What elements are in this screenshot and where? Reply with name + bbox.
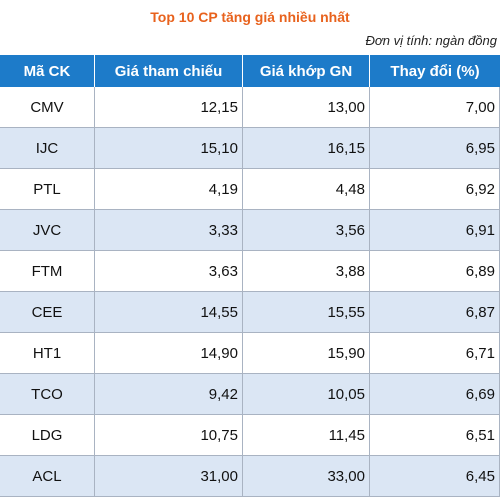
ref-price: 10,75 — [95, 415, 243, 456]
stock-code[interactable]: FTM — [0, 251, 95, 292]
table-title: Top 10 CP tăng giá nhiều nhất — [150, 9, 350, 25]
change-percent: 6,71 — [370, 333, 500, 374]
stock-code[interactable]: IJC — [0, 128, 95, 169]
column-header-match-price[interactable]: Giá khớp GN — [243, 55, 370, 87]
match-price: 3,56 — [243, 210, 370, 251]
change-percent: 6,91 — [370, 210, 500, 251]
table-row: FTM 3,63 3,88 6,89 — [0, 251, 500, 292]
change-percent: 6,45 — [370, 456, 500, 497]
match-price: 15,90 — [243, 333, 370, 374]
stock-code[interactable]: CMV — [0, 87, 95, 128]
change-percent: 7,00 — [370, 87, 500, 128]
change-percent: 6,92 — [370, 169, 500, 210]
ref-price: 9,42 — [95, 374, 243, 415]
stock-code[interactable]: HT1 — [0, 333, 95, 374]
table-row: JVC 3,33 3,56 6,91 — [0, 210, 500, 251]
stock-code[interactable]: LDG — [0, 415, 95, 456]
unit-note: Đơn vị tính: ngàn đồng — [365, 33, 497, 48]
ref-price: 3,63 — [95, 251, 243, 292]
table-row: HT1 14,90 15,90 6,71 — [0, 333, 500, 374]
stock-code[interactable]: CEE — [0, 292, 95, 333]
table-header-row: Mã CK Giá tham chiếu Giá khớp GN Thay đổ… — [0, 55, 500, 87]
match-price: 13,00 — [243, 87, 370, 128]
match-price: 10,05 — [243, 374, 370, 415]
change-percent: 6,69 — [370, 374, 500, 415]
column-header-code[interactable]: Mã CK — [0, 55, 95, 87]
stock-code[interactable]: ACL — [0, 456, 95, 497]
stock-table: Mã CK Giá tham chiếu Giá khớp GN Thay đổ… — [0, 55, 500, 497]
ref-price: 12,15 — [95, 87, 243, 128]
ref-price: 31,00 — [95, 456, 243, 497]
ref-price: 14,90 — [95, 333, 243, 374]
ref-price: 3,33 — [95, 210, 243, 251]
ref-price: 14,55 — [95, 292, 243, 333]
column-header-change[interactable]: Thay đổi (%) — [370, 55, 500, 87]
table-row: PTL 4,19 4,48 6,92 — [0, 169, 500, 210]
match-price: 15,55 — [243, 292, 370, 333]
table-row: LDG 10,75 11,45 6,51 — [0, 415, 500, 456]
match-price: 3,88 — [243, 251, 370, 292]
match-price: 16,15 — [243, 128, 370, 169]
match-price: 33,00 — [243, 456, 370, 497]
change-percent: 6,89 — [370, 251, 500, 292]
table-row: TCO 9,42 10,05 6,69 — [0, 374, 500, 415]
table-row: IJC 15,10 16,15 6,95 — [0, 128, 500, 169]
change-percent: 6,87 — [370, 292, 500, 333]
ref-price: 4,19 — [95, 169, 243, 210]
change-percent: 6,95 — [370, 128, 500, 169]
table-row: CMV 12,15 13,00 7,00 — [0, 87, 500, 128]
match-price: 11,45 — [243, 415, 370, 456]
stock-code[interactable]: TCO — [0, 374, 95, 415]
stock-code[interactable]: JVC — [0, 210, 95, 251]
stock-code[interactable]: PTL — [0, 169, 95, 210]
ref-price: 15,10 — [95, 128, 243, 169]
change-percent: 6,51 — [370, 415, 500, 456]
table-row: CEE 14,55 15,55 6,87 — [0, 292, 500, 333]
table-row: ACL 31,00 33,00 6,45 — [0, 456, 500, 497]
column-header-ref-price[interactable]: Giá tham chiếu — [95, 55, 243, 87]
match-price: 4,48 — [243, 169, 370, 210]
